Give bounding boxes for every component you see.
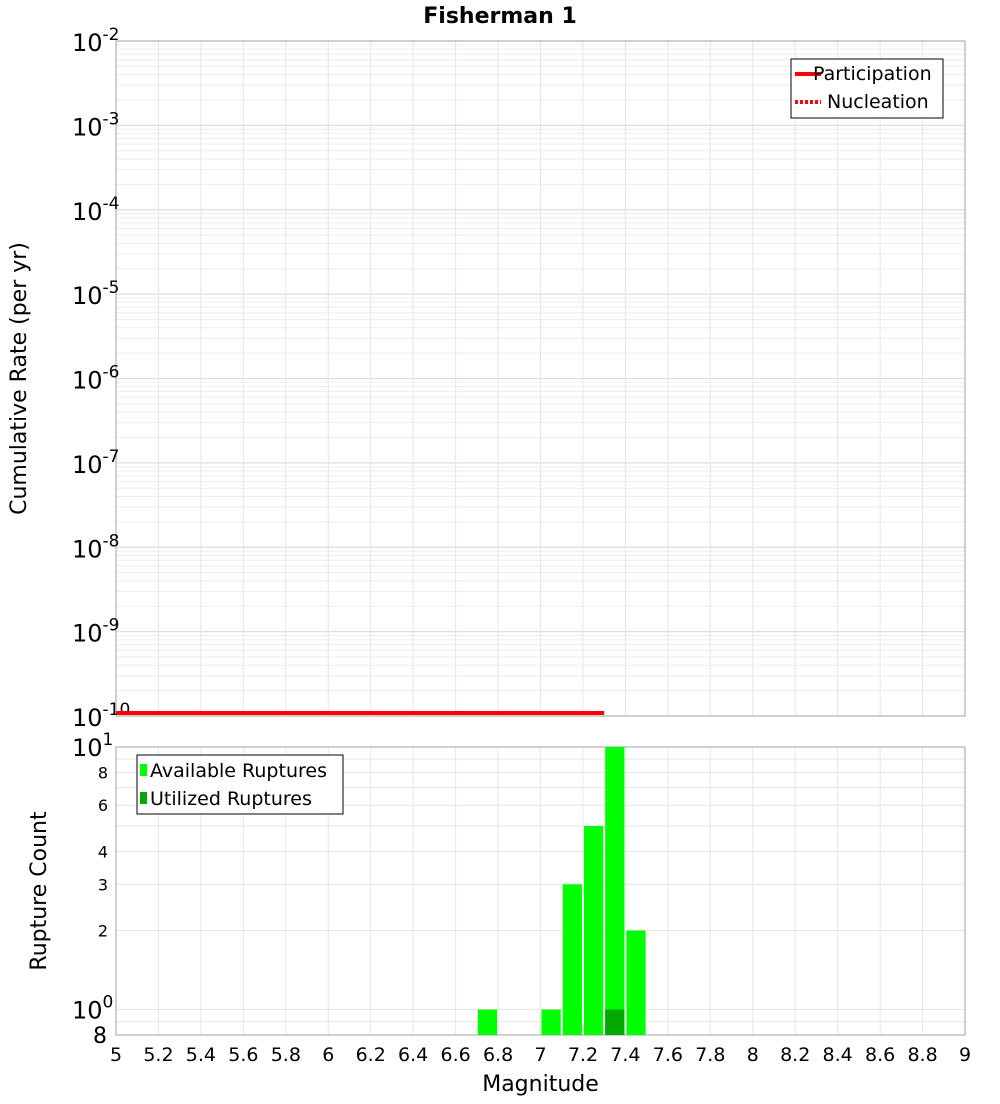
top-y-tick-label-text: 10-7 — [72, 447, 120, 479]
x-tick-label: 6.2 — [356, 1044, 386, 1066]
x-tick-label: 8 — [747, 1044, 759, 1066]
top-y-tick-label-text: 10-6 — [72, 363, 120, 395]
histogram-bar — [626, 930, 646, 1035]
top-y-tick-label: 10-10 — [72, 700, 130, 732]
top-legend: Participation Nucleation — [790, 58, 944, 119]
bottom-y-tick-label: 8 — [98, 763, 108, 782]
top-grid — [115, 40, 966, 717]
x-tick-label: 5.6 — [228, 1044, 258, 1066]
x-tick-label: 9 — [959, 1044, 971, 1066]
top-y-tick-label-text: 10-3 — [72, 109, 120, 141]
legend-label-nucleation: Nucleation — [827, 91, 929, 113]
top-y-tick-label: 10-7 — [72, 447, 120, 479]
bottom-y-tick-label: 6 — [98, 796, 108, 815]
x-tick-label: 7.6 — [653, 1044, 683, 1066]
legend-label-utilized-ruptures: Utilized Ruptures — [150, 788, 312, 810]
x-tick-label: 5 — [110, 1044, 122, 1066]
bottom-y-tick-label: 8 — [93, 1024, 107, 1049]
bottom-y-tick-label-text: 101 — [72, 730, 113, 762]
top-y-tick-label: 10-3 — [72, 109, 120, 141]
bottom-legend-box — [136, 754, 344, 815]
x-tick-label: 7.4 — [610, 1044, 640, 1066]
top-y-tick-label: 10-8 — [72, 531, 120, 563]
x-tick-label: 7.2 — [568, 1044, 598, 1066]
top-y-tick-label: 10-6 — [72, 363, 120, 395]
top-y-tick-label-text: 10-9 — [72, 616, 120, 648]
top-y-tick-label-text: 10-10 — [72, 700, 130, 732]
x-tick-label: 5.4 — [186, 1044, 216, 1066]
bottom-y-tick-label: 4 — [98, 842, 108, 861]
top-y-tick-label-text: 10-8 — [72, 531, 120, 563]
top-y-tick-label-text: 10-4 — [72, 194, 120, 226]
x-tick-label: 6.4 — [398, 1044, 428, 1066]
x-tick-label: 6.8 — [483, 1044, 513, 1066]
histogram-bar — [562, 884, 582, 1035]
top-y-tick-label: 10-5 — [72, 278, 120, 310]
top-y-tick-label-text: 10-2 — [72, 25, 120, 57]
histogram-bar — [605, 1009, 625, 1035]
top-y-tick-label: 10-9 — [72, 616, 120, 648]
bars-available-ruptures — [477, 747, 646, 1035]
top-plot-frame — [115, 40, 966, 717]
x-axis-label: Magnitude — [482, 1072, 599, 1097]
x-tick-label: 8.8 — [907, 1044, 937, 1066]
histogram-bar — [477, 1009, 498, 1035]
bottom-y-tick-label: 100 — [72, 993, 113, 1025]
bottom-plot-frame — [115, 746, 966, 1036]
x-tick-label: 8.6 — [865, 1044, 895, 1066]
x-tick-label: 7 — [534, 1044, 546, 1066]
histogram-bar — [541, 1009, 561, 1035]
chart-title: Fisherman 1 — [423, 4, 577, 29]
histogram-bar — [583, 826, 604, 1035]
bottom-y-tick-label: 3 — [98, 875, 108, 894]
x-tick-label: 8.2 — [780, 1044, 810, 1066]
x-tick-label: 6.6 — [440, 1044, 470, 1066]
x-tick-label: 6 — [322, 1044, 334, 1066]
x-tick-label: 5.8 — [271, 1044, 301, 1066]
top-y-axis-label: Cumulative Rate (per yr) — [7, 242, 32, 515]
top-y-tick-label: 10-2 — [72, 25, 120, 57]
histogram-bar — [605, 747, 625, 1035]
bottom-y-axis-label: Rupture Count — [27, 811, 52, 971]
legend-swatch-available-ruptures — [140, 764, 147, 776]
top-y-tick-label-text: 10-5 — [72, 278, 120, 310]
x-tick-label: 8.4 — [823, 1044, 853, 1066]
top-y-tick-label: 10-4 — [72, 194, 120, 226]
bottom-y-tick-label: 101 — [72, 730, 113, 762]
bottom-y-tick-label: 2 — [98, 922, 108, 941]
legend-swatch-utilized-ruptures — [140, 792, 147, 804]
bottom-legend: Available Ruptures Utilized Ruptures — [136, 754, 344, 815]
legend-label-available-ruptures: Available Ruptures — [150, 760, 327, 782]
x-tick-label: 7.8 — [695, 1044, 725, 1066]
legend-label-participation: Participation — [813, 63, 932, 85]
top-legend-box — [790, 58, 944, 119]
x-tick-label: 5.2 — [143, 1044, 173, 1066]
bars-utilized-ruptures — [605, 1009, 625, 1035]
bottom-y-tick-label-text: 100 — [72, 993, 113, 1025]
